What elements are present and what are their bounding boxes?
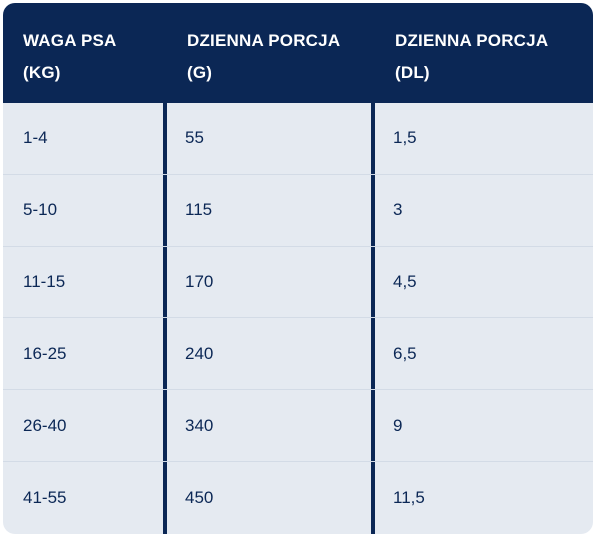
feeding-table: WAGA PSA (KG) DZIENNA PORCJA (G) DZIENNA… [3,3,593,534]
weight-cell: 5-10 [3,174,167,246]
weight-cell: 1-4 [3,103,167,174]
grams-cell: 55 [167,103,375,174]
table-row: 26-40 340 9 [3,390,593,462]
deciliters-cell: 1,5 [393,128,417,148]
weight-cell: 26-40 [3,390,167,461]
deciliters-cell: 6,5 [393,343,417,363]
header-cell-deciliters: DZIENNA PORCJA (DL) [375,3,593,103]
grams-cell: 340 [167,390,375,461]
grams-cell: 170 [167,246,375,318]
header-label: WAGA PSA [23,31,117,50]
deciliters-cell: 9 [393,415,403,435]
table-row: 5-10 115 3 [3,174,593,247]
table-body: 1-4 55 1,5 5-10 115 3 11-15 170 4,5 16-2… [3,103,593,534]
weight-cell: 11-15 [3,246,167,318]
header-label: DZIENNA PORCJA [395,31,549,50]
header-unit: (G) [187,63,213,82]
deciliters-cell: 11,5 [393,487,425,507]
table-row: 1-4 55 1,5 [3,103,593,175]
table-header: WAGA PSA (KG) DZIENNA PORCJA (G) DZIENNA… [3,3,593,103]
header-cell-weight: WAGA PSA (KG) [3,3,167,103]
header-cell-grams: DZIENNA PORCJA (G) [167,3,375,103]
table-row: 41-55 450 11,5 [3,461,593,534]
header-unit: (DL) [395,63,430,82]
table-row: 16-25 240 6,5 [3,318,593,391]
weight-cell: 16-25 [3,318,167,390]
grams-cell: 115 [167,174,375,246]
deciliters-cell: 3 [393,200,403,220]
header-label: DZIENNA PORCJA [187,31,341,50]
table-row: 11-15 170 4,5 [3,246,593,319]
deciliters-cell: 4,5 [393,271,417,291]
weight-cell: 41-55 [3,461,167,534]
header-unit: (KG) [23,63,61,82]
grams-cell: 450 [167,461,375,534]
grams-cell: 240 [167,318,375,390]
